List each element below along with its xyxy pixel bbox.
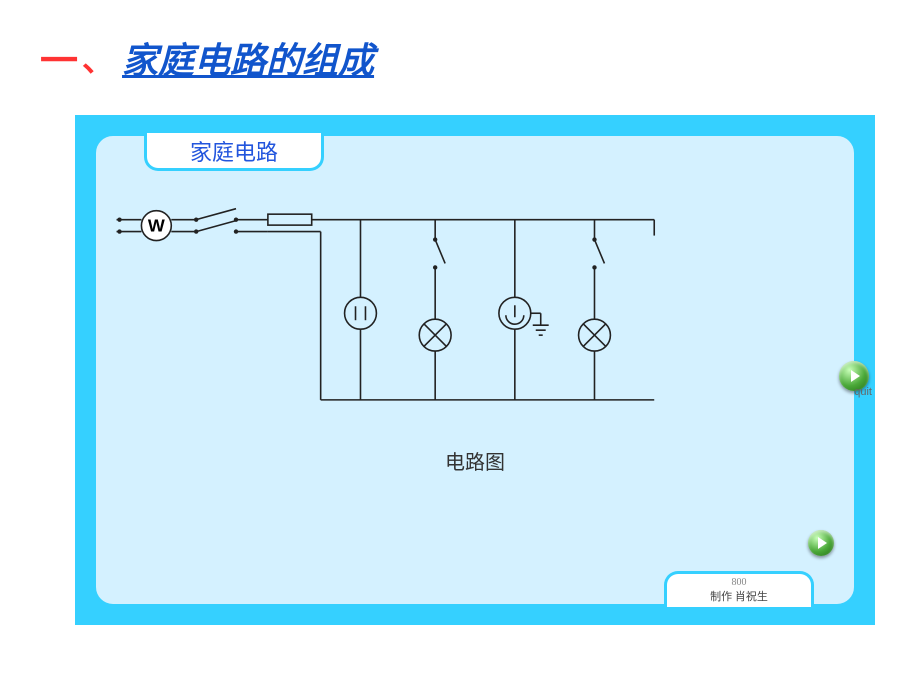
quit-label: quit — [854, 386, 872, 398]
credit-mark: 800 — [732, 577, 747, 588]
diagram-panel: 家庭电路 W 电路图 quit 800 制作 肖祝生 — [93, 133, 857, 607]
page-title: 家庭电路的组成 — [122, 32, 374, 84]
circuit-diagram: W — [96, 136, 854, 604]
bullet-dot: 、 — [82, 35, 114, 81]
diagram-caption: 电路图 — [445, 446, 505, 475]
play-button[interactable] — [808, 530, 834, 556]
bullet-stroke: 一 — [40, 30, 74, 85]
svg-text:W: W — [148, 215, 165, 235]
page-title-row: 一 、 家庭电路的组成 — [0, 0, 920, 95]
diagram-container: 家庭电路 W 电路图 quit 800 制作 肖祝生 — [75, 115, 875, 625]
credit-author: 制作 肖祝生 — [710, 588, 768, 604]
panel-tab-bottom: 800 制作 肖祝生 — [664, 571, 814, 607]
